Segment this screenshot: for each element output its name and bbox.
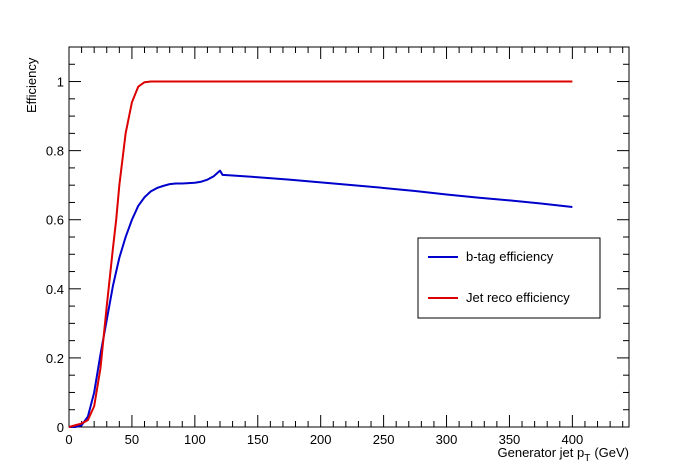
- x-axis-title-subscript: T: [584, 453, 590, 464]
- x-tick-label: 250: [373, 432, 395, 447]
- x-tick-label: 150: [247, 432, 269, 447]
- y-tick-label: 0.2: [46, 351, 64, 366]
- axis-ticks: [68, 46, 629, 428]
- legend-box: [417, 237, 601, 319]
- legend: b-tag efficiency Jet reco efficiency: [417, 237, 601, 319]
- x-tick-label: 200: [310, 432, 332, 447]
- x-axis-title: Generator jet pT (GeV): [498, 445, 630, 464]
- series-line-jet-reco: [68, 80, 573, 428]
- series-line-btag: [69, 169, 573, 428]
- x-tick-label: 50: [125, 432, 139, 447]
- legend-label-jet-reco: Jet reco efficiency: [466, 290, 570, 305]
- x-tick-label: 400: [562, 432, 584, 447]
- legend-label-btag: b-tag efficiency: [466, 249, 554, 264]
- y-axis-title: Efficiency: [24, 57, 39, 113]
- y-tick-label: 0: [57, 420, 64, 435]
- series-layer: [68, 80, 573, 428]
- x-tick-label: 350: [499, 432, 521, 447]
- y-tick-label: 1: [57, 75, 64, 90]
- x-tick-label: 300: [436, 432, 458, 447]
- plot-frame: [68, 46, 630, 428]
- y-tick-label: 0.4: [46, 282, 64, 297]
- axis-tick-labels: 0 50 100 150 200 250 300 350 400 0 0.2 0.4 0.6 0.8 1: [46, 75, 583, 447]
- x-axis-title-unit: (GeV): [594, 445, 629, 460]
- x-tick-label: 0: [65, 432, 72, 447]
- y-tick-label: 0.6: [46, 213, 64, 228]
- y-tick-label: 0.8: [46, 144, 64, 159]
- x-axis-title-main: Generator jet p: [498, 445, 585, 460]
- x-tick-label: 100: [184, 432, 206, 447]
